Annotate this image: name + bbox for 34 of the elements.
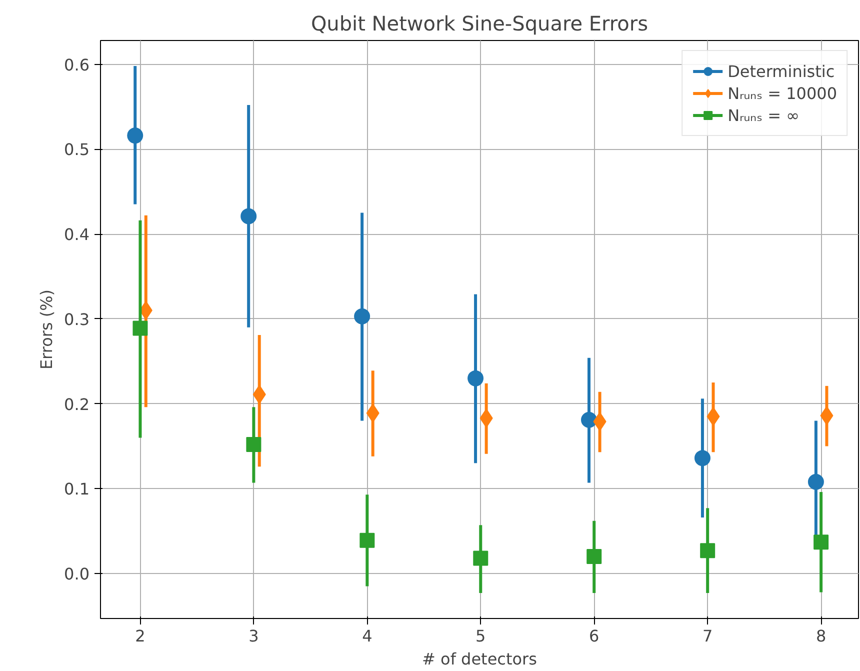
y-tick-label: 0.0: [64, 564, 90, 584]
chart-title: Qubit Network Sine-Square Errors: [310, 12, 648, 36]
point: [127, 128, 144, 144]
point: [586, 549, 602, 564]
point: [700, 543, 716, 558]
x-tick-label: 5: [476, 626, 486, 646]
point: [694, 450, 710, 466]
point: [132, 320, 148, 336]
legend-label: Nᵣᵤₙₛ = 10000: [728, 84, 837, 102]
point: [240, 208, 257, 224]
legend-label: Deterministic: [728, 62, 835, 80]
point: [468, 370, 484, 386]
y-tick-label: 0.2: [64, 394, 90, 414]
point: [360, 532, 375, 548]
y-tick-label: 0.5: [64, 140, 90, 160]
point: [354, 308, 370, 324]
x-tick-label: 6: [589, 626, 600, 646]
x-axis-title: # of detectors: [422, 650, 537, 668]
y-tick-label: 0.6: [64, 55, 90, 74]
y-tick-label: 0.3: [64, 310, 90, 329]
y-axis-title: Errors (%): [37, 289, 56, 370]
x-tick-label: 8: [816, 626, 826, 646]
point: [473, 550, 488, 566]
point: [808, 474, 824, 490]
point: [814, 534, 829, 550]
x-tick-label: 4: [362, 626, 372, 646]
x-tick-label: 7: [702, 626, 713, 646]
y-tick-label: 0.1: [64, 480, 90, 499]
point: [581, 412, 597, 428]
x-tick-label: 3: [248, 626, 259, 646]
x-tick-label: 2: [135, 626, 146, 646]
y-tick-label: 0.4: [64, 225, 90, 244]
legend-label: Nᵣᵤₙₛ = ∞: [728, 106, 800, 124]
point: [246, 437, 262, 452]
